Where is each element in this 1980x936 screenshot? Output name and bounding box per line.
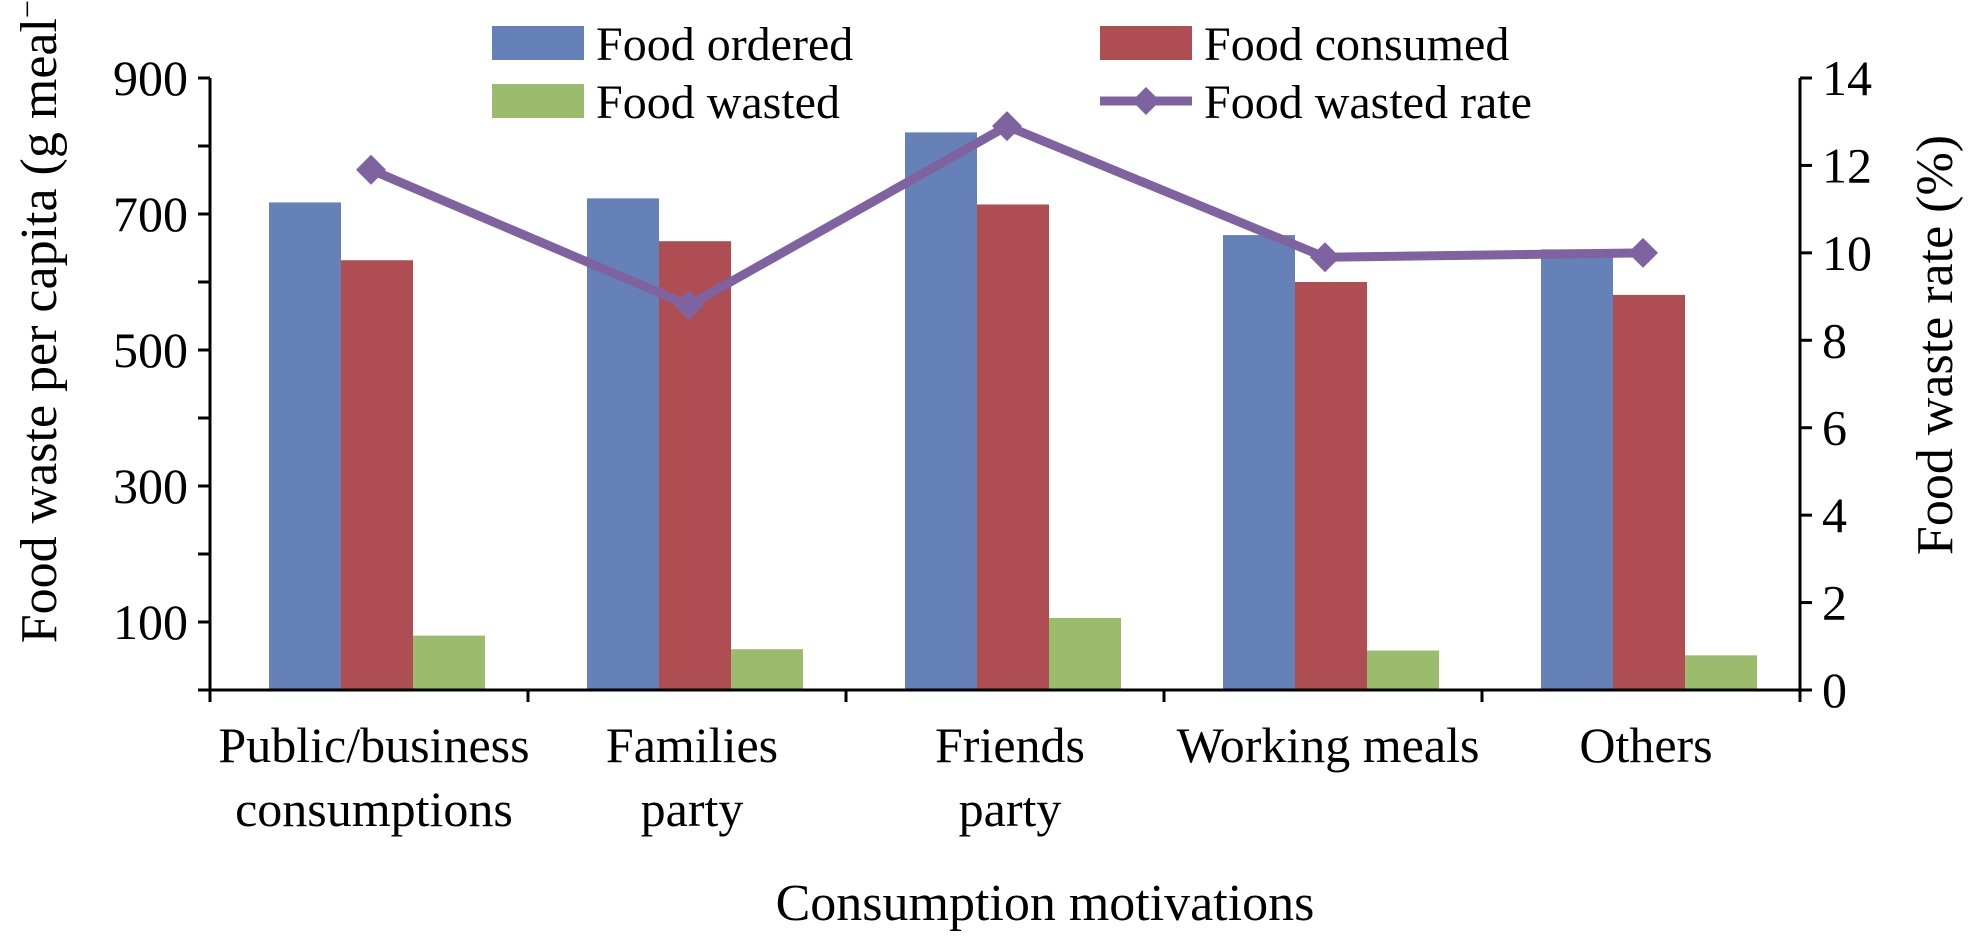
rate-point-4 bbox=[1628, 237, 1658, 268]
left-tick-label-500: 500 bbox=[113, 322, 188, 378]
svg-text:Food waste per capita (g meal−: Food waste per capita (g meal−1) bbox=[9, 0, 68, 643]
right-tick-label-10: 10 bbox=[1822, 225, 1872, 281]
left-axis-title: Food waste per capita (g meal−1) bbox=[9, 0, 68, 643]
bar-food-wasted-0 bbox=[413, 635, 485, 690]
right-tick-label-14: 14 bbox=[1822, 50, 1872, 106]
bar-food-ordered-2 bbox=[905, 132, 977, 690]
category-label-4-0: Others bbox=[1579, 717, 1712, 773]
left-tick-label-700: 700 bbox=[113, 186, 188, 242]
bar-food-wasted-4 bbox=[1685, 655, 1757, 690]
bar-food-wasted-2 bbox=[1049, 617, 1121, 690]
bar-food-consumed-4 bbox=[1613, 294, 1685, 690]
rate-point-1 bbox=[674, 290, 704, 321]
bar-food-ordered-3 bbox=[1223, 235, 1295, 690]
right-tick-label-2: 2 bbox=[1822, 575, 1847, 631]
bar-food-ordered-1 bbox=[587, 198, 659, 691]
right-ticks: 0 2 4 6 8 10 12 14 bbox=[1800, 50, 1872, 718]
bar-food-consumed-3 bbox=[1295, 282, 1367, 690]
x-axis-title: Consumption motivations bbox=[776, 875, 1315, 932]
bar-food-consumed-0 bbox=[341, 260, 413, 690]
rate-point-2 bbox=[992, 111, 1022, 142]
legend: Food ordered Food consumed Food wasted Food… bbox=[492, 18, 1532, 129]
rate-point-0 bbox=[356, 154, 386, 185]
legend-label-food-wasted: Food wasted bbox=[596, 76, 840, 129]
left-tick-label-900: 900 bbox=[113, 50, 188, 106]
category-label-0-0: Public/business bbox=[218, 717, 529, 773]
bar-food-consumed-1 bbox=[659, 241, 731, 690]
rate-line-layer bbox=[356, 111, 1658, 321]
category-label-0-1: consumptions bbox=[235, 781, 513, 837]
axes-layer bbox=[208, 78, 1802, 702]
left-ticks: 100 300 500 700 900 bbox=[113, 50, 210, 692]
category-label-2-1: party bbox=[959, 781, 1062, 837]
bar-food-wasted-3 bbox=[1367, 650, 1439, 690]
right-tick-label-6: 6 bbox=[1822, 400, 1847, 456]
category-label-1-1: party bbox=[641, 781, 744, 837]
legend-swatch-food-wasted bbox=[492, 84, 584, 118]
category-label-2-0: Friends bbox=[935, 717, 1085, 773]
category-label-1-0: Families bbox=[606, 717, 778, 773]
left-tick-label-100: 100 bbox=[113, 594, 188, 650]
right-axis-title: Food waste rate (%) bbox=[1907, 135, 1964, 555]
category-labels: Public/business consumptions Families party… bbox=[218, 717, 1712, 837]
right-tick-label-12: 12 bbox=[1822, 137, 1872, 193]
legend-label-food-consumed: Food consumed bbox=[1204, 18, 1509, 71]
legend-label-food-wasted-rate: Food wasted rate bbox=[1204, 76, 1532, 129]
legend-marker-food-wasted-rate bbox=[1132, 87, 1160, 115]
left-axis-title-sup: −1 bbox=[9, 0, 45, 18]
bar-food-consumed-2 bbox=[977, 204, 1049, 691]
bar-food-ordered-0 bbox=[269, 202, 341, 690]
legend-swatch-food-consumed bbox=[1100, 26, 1192, 60]
left-tick-label-300: 300 bbox=[113, 458, 188, 514]
legend-swatch-food-ordered bbox=[492, 26, 584, 60]
right-tick-label-4: 4 bbox=[1822, 487, 1847, 543]
bar-food-wasted-1 bbox=[731, 649, 803, 690]
right-tick-label-8: 8 bbox=[1822, 312, 1847, 368]
svg-text:Food waste rate (%): Food waste rate (%) bbox=[1907, 135, 1964, 555]
category-label-3-0: Working meals bbox=[1177, 717, 1480, 773]
bars-layer bbox=[269, 132, 1757, 691]
legend-label-food-ordered: Food ordered bbox=[596, 18, 853, 71]
left-axis-title-main: Food waste per capita (g meal bbox=[11, 18, 68, 643]
rate-point-3 bbox=[1310, 242, 1340, 273]
right-tick-label-0: 0 bbox=[1822, 662, 1847, 718]
bar-food-ordered-4 bbox=[1541, 249, 1613, 691]
